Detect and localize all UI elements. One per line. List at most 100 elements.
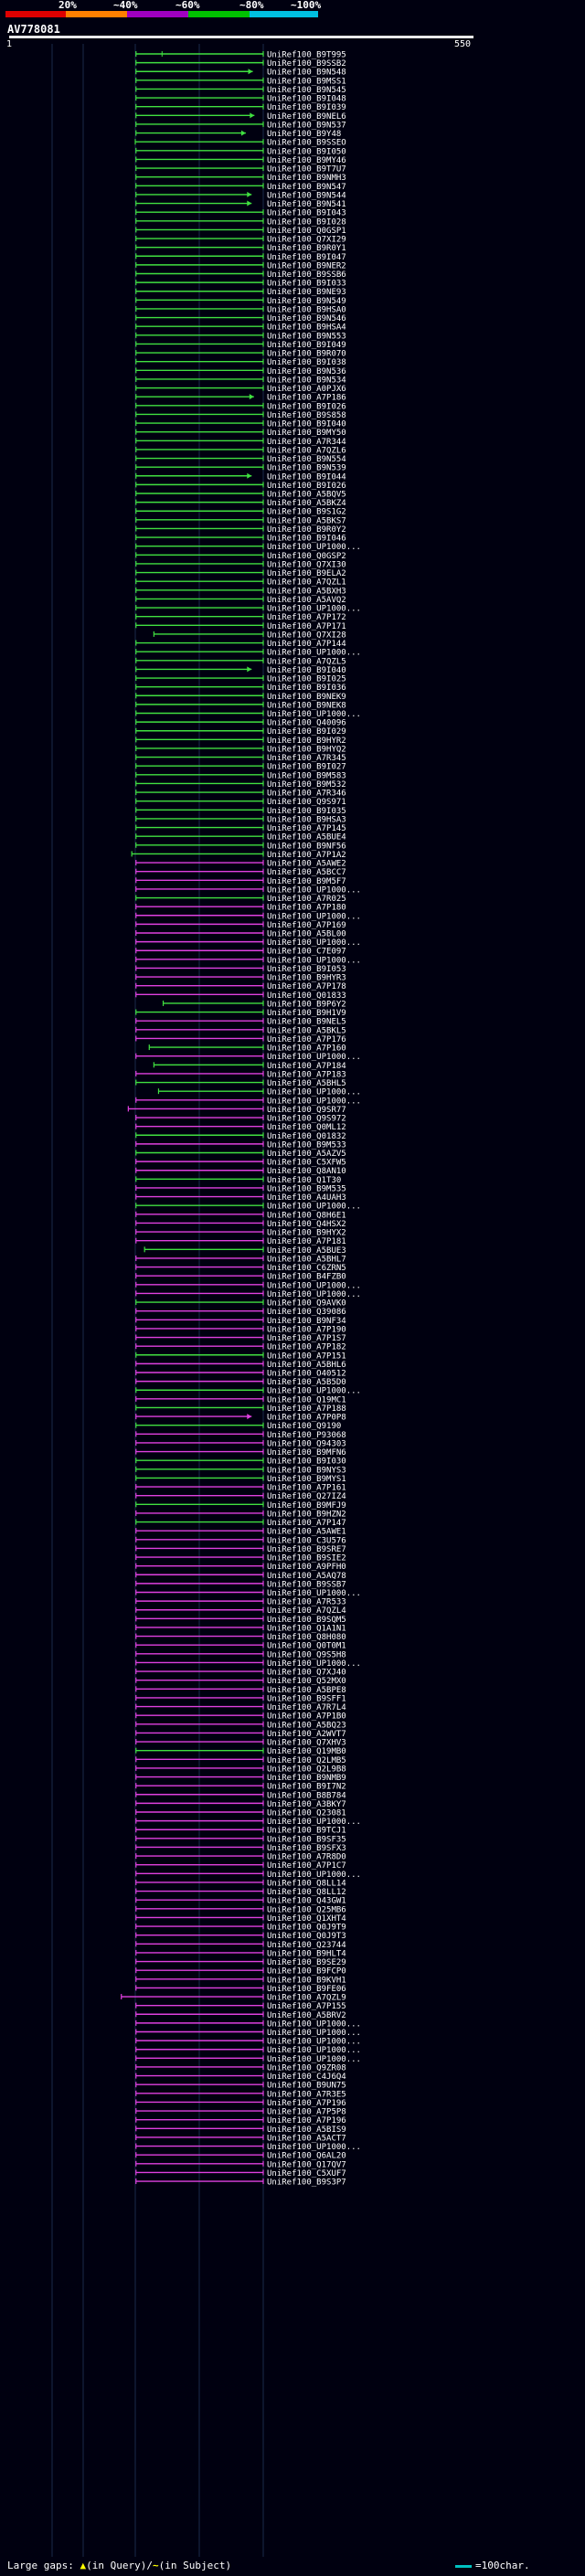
hit-label[interactable]: UniRef100_A7R7L4 — [267, 1703, 346, 1712]
hit-row[interactable]: UniRef100_B9MYS1 — [135, 1475, 346, 1484]
hit-row[interactable]: UniRef100_C7E097 — [135, 948, 346, 957]
hit-label[interactable]: UniRef100_A7R345 — [267, 754, 346, 763]
hit-row[interactable]: UniRef100_B9N553 — [135, 332, 346, 341]
hit-label[interactable]: UniRef100_B9T995 — [267, 51, 346, 60]
hit-row[interactable]: UniRef100_Q8AN10 — [135, 1167, 346, 1176]
hit-row[interactable]: UniRef100_Q40096 — [135, 719, 346, 728]
hit-row[interactable]: UniRef100_Q0GSP2 — [135, 552, 346, 561]
hit-row[interactable]: UniRef100_B9Y48 — [135, 130, 342, 139]
hit-label[interactable]: UniRef100_A7P5P8 — [267, 2108, 346, 2117]
hit-label[interactable]: UniRef100_Q17QV7 — [267, 2160, 346, 2169]
hit-label[interactable]: UniRef100_Q39086 — [267, 1308, 346, 1317]
hit-label[interactable]: UniRef100_B9I050 — [267, 147, 346, 156]
hit-label[interactable]: UniRef100_B4FZB0 — [267, 1273, 346, 1282]
hit-label[interactable]: UniRef100_B9NF34 — [267, 1317, 346, 1326]
hit-label[interactable]: UniRef100_UP1000... — [267, 1589, 361, 1598]
hit-label[interactable]: UniRef100_B9I026 — [267, 482, 346, 491]
hit-row[interactable]: UniRef100_O40512 — [135, 1370, 346, 1379]
hit-label[interactable]: UniRef100_B9N553 — [267, 332, 346, 341]
hit-label[interactable]: UniRef100_B9I038 — [267, 358, 346, 367]
hit-label[interactable]: UniRef100_B9NEL6 — [267, 112, 346, 122]
hit-row[interactable]: UniRef100_B9MFN6 — [135, 1448, 346, 1458]
hit-label[interactable]: UniRef100_UP1000... — [267, 1387, 361, 1396]
hit-row[interactable]: UniRef100_A5AZV5 — [135, 1150, 346, 1159]
hit-label[interactable]: UniRef100_Q40096 — [267, 719, 346, 728]
hit-row[interactable]: UniRef100_B9HZN2 — [135, 1510, 346, 1519]
hit-row[interactable]: UniRef100_Q25MB6 — [135, 1905, 346, 1914]
hit-row[interactable]: UniRef100_UP1000... — [135, 1053, 361, 1062]
hit-label[interactable]: UniRef100_B9MY50 — [267, 429, 346, 438]
hit-row[interactable]: UniRef100_A3BKY7 — [135, 1800, 346, 1809]
hit-label[interactable]: UniRef100_A7R3E5 — [267, 2090, 346, 2099]
hit-label[interactable]: UniRef100_UP1000... — [267, 938, 361, 948]
hit-row[interactable]: UniRef100_B9M532 — [135, 780, 346, 790]
hit-label[interactable]: UniRef100_Q1T30 — [267, 1176, 341, 1185]
hit-row[interactable]: UniRef100_UP1000... — [135, 2038, 361, 2047]
hit-row[interactable]: UniRef100_B9N539 — [135, 464, 346, 473]
hit-label[interactable]: UniRef100_B9SFX3 — [267, 1844, 346, 1853]
hit-row[interactable]: UniRef100_B9SSEO — [134, 139, 346, 148]
hit-row[interactable]: UniRef100_B9N549 — [135, 297, 346, 306]
hit-label[interactable]: UniRef100_A5BKL5 — [267, 1026, 346, 1035]
hit-label[interactable]: UniRef100_A7QZL9 — [267, 1994, 346, 2003]
hit-row[interactable]: UniRef100_B9SSB6 — [135, 270, 346, 280]
hit-label[interactable]: UniRef100_Q8AN10 — [267, 1167, 346, 1176]
hit-row[interactable]: UniRef100_B9HLT4 — [135, 1949, 346, 1958]
hit-label[interactable]: UniRef100_A5BUE4 — [267, 833, 346, 843]
hit-row[interactable]: UniRef100_B9KVH1 — [135, 1976, 346, 1985]
hit-label[interactable]: UniRef100_A5BHL7 — [267, 1255, 346, 1264]
hit-label[interactable]: UniRef100_A5AWE2 — [267, 860, 346, 869]
hit-label[interactable]: UniRef100_UP1000... — [267, 2029, 361, 2038]
hit-row[interactable]: UniRef100_B9NER2 — [135, 261, 346, 270]
hit-row[interactable]: UniRef100_Q9SR77 — [127, 1106, 346, 1115]
hit-label[interactable]: UniRef100_UP1000... — [267, 605, 361, 614]
hit-row[interactable]: UniRef100_B9R0Y2 — [135, 525, 346, 535]
hit-row[interactable]: UniRef100_A5ACT7 — [135, 2134, 346, 2143]
hit-label[interactable]: UniRef100_B9R0Y1 — [267, 244, 346, 253]
hit-row[interactable]: UniRef100_A5BIS9 — [135, 2125, 346, 2135]
hit-row[interactable]: UniRef100_C5XFW5 — [135, 1159, 346, 1168]
hit-row[interactable]: UniRef100_B9I053 — [135, 965, 346, 974]
hit-label[interactable]: UniRef100_Q9SR77 — [267, 1106, 346, 1115]
hit-row[interactable]: UniRef100_UP1000... — [135, 710, 361, 719]
hit-row[interactable]: UniRef100_A7P182 — [135, 1343, 346, 1352]
hit-label[interactable]: UniRef100_P93068 — [267, 1431, 346, 1440]
hit-row[interactable]: UniRef100_B9NE93 — [135, 288, 346, 297]
hit-row[interactable]: UniRef100_A5AQ78 — [135, 1572, 346, 1581]
hit-label[interactable]: UniRef100_A5BIS9 — [267, 2125, 346, 2135]
hit-row[interactable]: UniRef100_B9MSS1 — [135, 77, 346, 86]
hit-label[interactable]: UniRef100_B9SF35 — [267, 1835, 346, 1844]
hit-label[interactable]: UniRef100_B9FE06 — [267, 1985, 346, 1994]
hit-row[interactable]: UniRef100_B9NYS3 — [135, 1466, 346, 1475]
hit-label[interactable]: UniRef100_Q27IZ4 — [267, 1492, 346, 1501]
hit-row[interactable]: UniRef100_A5BQ23 — [135, 1721, 346, 1730]
hit-row[interactable]: UniRef100_B8B784 — [135, 1791, 346, 1800]
hit-row[interactable]: UniRef100_UP1000... — [135, 938, 361, 948]
hit-label[interactable]: UniRef100_A7P161 — [267, 1484, 346, 1493]
hit-row[interactable]: UniRef100_Q0J9T3 — [135, 1932, 346, 1941]
hit-row[interactable]: UniRef100_B9I026 — [135, 482, 346, 491]
hit-label[interactable]: UniRef100_UP1000... — [267, 1088, 361, 1097]
hit-label[interactable]: UniRef100_B9I044 — [267, 472, 346, 482]
hit-row[interactable]: UniRef100_Q19MC1 — [135, 1395, 346, 1405]
hit-row[interactable]: UniRef100_UP1000... — [135, 649, 361, 658]
hit-row[interactable]: UniRef100_B9I030 — [135, 1458, 346, 1467]
hit-label[interactable]: UniRef100_A7R025 — [267, 895, 346, 904]
hit-label[interactable]: UniRef100_A7P182 — [267, 1343, 346, 1352]
hit-row[interactable]: UniRef100_A7P1A2 — [131, 851, 346, 860]
hit-row[interactable]: UniRef100_A7P145 — [135, 824, 346, 833]
hit-row[interactable]: UniRef100_B9I035 — [135, 807, 346, 816]
hit-row[interactable]: UniRef100_P93068 — [135, 1431, 346, 1440]
hit-row[interactable]: UniRef100_A7QZL5 — [135, 657, 346, 666]
hit-row[interactable]: UniRef100_B9SFX3 — [135, 1844, 346, 1853]
hit-row[interactable]: UniRef100_Q23081 — [135, 1809, 346, 1818]
hit-row[interactable]: UniRef100_C5XUF7 — [135, 2169, 346, 2178]
hit-label[interactable]: UniRef100_UP1000... — [267, 2055, 361, 2064]
hit-row[interactable]: UniRef100_B9ELA2 — [135, 569, 346, 578]
hit-label[interactable]: UniRef100_B9HSA3 — [267, 815, 346, 824]
hit-row[interactable]: UniRef100_A7R533 — [135, 1598, 346, 1607]
hit-label[interactable]: UniRef100_B9UN75 — [267, 2082, 346, 2091]
hit-label[interactable]: UniRef100_A5AZV5 — [267, 1150, 346, 1159]
hit-row[interactable]: UniRef100_Q2LMB5 — [135, 1756, 346, 1765]
hit-label[interactable]: UniRef100_B9NEK8 — [267, 701, 346, 710]
